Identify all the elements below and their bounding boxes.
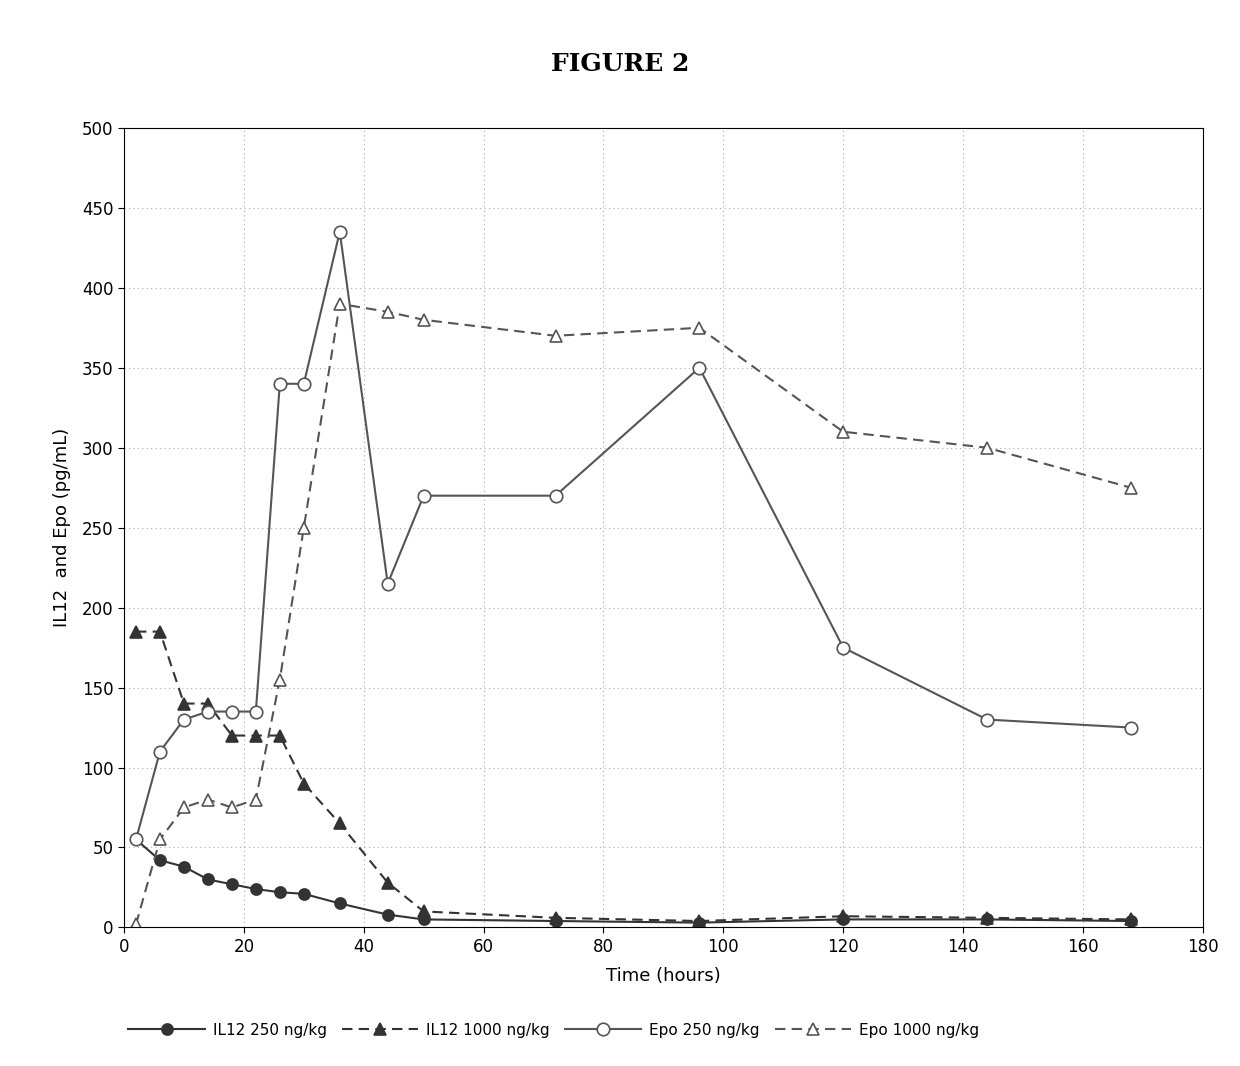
IL12 250 ng/kg	[980, 912, 994, 925]
IL12 1000 ng/kg	[417, 905, 432, 918]
Epo 250 ng/kg	[224, 706, 239, 718]
Epo 250 ng/kg	[836, 642, 851, 655]
Epo 1000 ng/kg	[176, 802, 191, 814]
IL12 250 ng/kg	[1123, 915, 1138, 927]
Line: IL12 250 ng/kg: IL12 250 ng/kg	[130, 834, 1136, 928]
Epo 250 ng/kg	[381, 578, 396, 591]
IL12 1000 ng/kg	[153, 625, 167, 637]
IL12 250 ng/kg	[153, 854, 167, 867]
IL12 1000 ng/kg	[224, 729, 239, 742]
Epo 1000 ng/kg	[153, 834, 167, 846]
Epo 250 ng/kg	[692, 361, 707, 374]
Epo 250 ng/kg	[1123, 721, 1138, 733]
IL12 1000 ng/kg	[248, 729, 263, 742]
Epo 250 ng/kg	[296, 377, 311, 390]
IL12 250 ng/kg	[176, 860, 191, 873]
IL12 250 ng/kg	[417, 912, 432, 925]
Line: Epo 250 ng/kg: Epo 250 ng/kg	[130, 226, 1137, 845]
IL12 250 ng/kg	[296, 887, 311, 900]
Epo 250 ng/kg	[273, 377, 288, 390]
IL12 250 ng/kg	[381, 908, 396, 921]
Text: FIGURE 2: FIGURE 2	[551, 52, 689, 76]
IL12 250 ng/kg	[273, 886, 288, 899]
Epo 1000 ng/kg	[201, 793, 216, 806]
IL12 250 ng/kg	[692, 916, 707, 928]
IL12 1000 ng/kg	[980, 911, 994, 924]
IL12 250 ng/kg	[129, 834, 144, 846]
Epo 250 ng/kg	[248, 706, 263, 718]
Epo 250 ng/kg	[332, 226, 347, 239]
IL12 250 ng/kg	[836, 912, 851, 925]
Epo 1000 ng/kg	[332, 297, 347, 310]
Epo 1000 ng/kg	[296, 521, 311, 534]
Epo 250 ng/kg	[153, 745, 167, 758]
Epo 1000 ng/kg	[548, 329, 563, 342]
IL12 1000 ng/kg	[381, 876, 396, 889]
Epo 1000 ng/kg	[980, 441, 994, 454]
Epo 250 ng/kg	[129, 834, 144, 846]
IL12 250 ng/kg	[224, 878, 239, 891]
IL12 1000 ng/kg	[273, 729, 288, 742]
Line: Epo 1000 ng/kg: Epo 1000 ng/kg	[130, 297, 1137, 931]
Epo 1000 ng/kg	[129, 918, 144, 931]
IL12 250 ng/kg	[201, 873, 216, 886]
Epo 250 ng/kg	[417, 489, 432, 502]
Epo 250 ng/kg	[176, 713, 191, 726]
Line: IL12 1000 ng/kg: IL12 1000 ng/kg	[130, 626, 1137, 927]
Y-axis label: IL12  and Epo (pg/mL): IL12 and Epo (pg/mL)	[53, 429, 71, 627]
Epo 1000 ng/kg	[692, 322, 707, 335]
IL12 250 ng/kg	[248, 883, 263, 895]
IL12 1000 ng/kg	[548, 911, 563, 924]
IL12 1000 ng/kg	[176, 697, 191, 710]
IL12 1000 ng/kg	[692, 915, 707, 927]
Epo 250 ng/kg	[980, 713, 994, 726]
Epo 1000 ng/kg	[224, 802, 239, 814]
Epo 1000 ng/kg	[273, 674, 288, 687]
Epo 1000 ng/kg	[417, 313, 432, 326]
Epo 1000 ng/kg	[248, 793, 263, 806]
Epo 1000 ng/kg	[1123, 482, 1138, 495]
IL12 1000 ng/kg	[332, 817, 347, 829]
Epo 250 ng/kg	[201, 706, 216, 718]
IL12 250 ng/kg	[332, 898, 347, 910]
IL12 1000 ng/kg	[201, 697, 216, 710]
IL12 250 ng/kg	[548, 915, 563, 927]
X-axis label: Time (hours): Time (hours)	[606, 967, 720, 985]
Epo 250 ng/kg	[548, 489, 563, 502]
IL12 1000 ng/kg	[296, 777, 311, 790]
Legend: IL12 250 ng/kg, IL12 1000 ng/kg, Epo 250 ng/kg, Epo 1000 ng/kg: IL12 250 ng/kg, IL12 1000 ng/kg, Epo 250…	[120, 1015, 986, 1046]
IL12 1000 ng/kg	[836, 909, 851, 922]
IL12 1000 ng/kg	[1123, 912, 1138, 925]
Epo 1000 ng/kg	[836, 425, 851, 438]
Epo 1000 ng/kg	[381, 305, 396, 318]
IL12 1000 ng/kg	[129, 625, 144, 637]
